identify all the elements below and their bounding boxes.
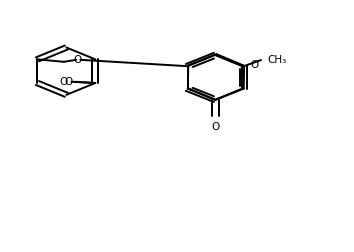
Text: O: O xyxy=(211,121,220,132)
Text: O: O xyxy=(250,60,259,70)
Text: CH₃: CH₃ xyxy=(267,55,287,65)
Text: O: O xyxy=(74,55,82,65)
Text: O: O xyxy=(64,77,73,87)
Text: O: O xyxy=(59,77,68,87)
